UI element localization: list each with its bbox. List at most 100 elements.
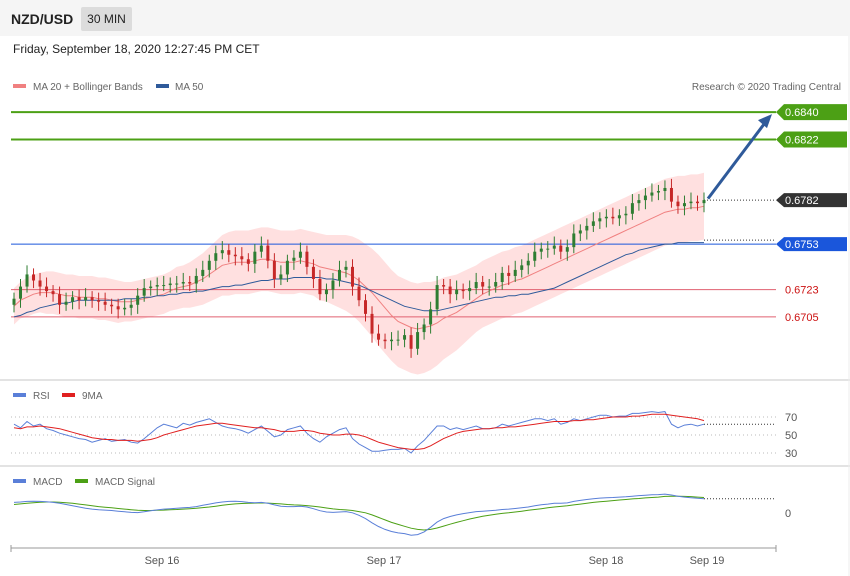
rsi-legend-swatch	[13, 393, 26, 397]
candle-body	[285, 260, 289, 275]
candle-body	[103, 301, 107, 305]
support-price-label: 0.6723	[785, 285, 819, 297]
candle-body	[468, 288, 472, 292]
chart-datetime: Friday, September 18, 2020 12:27:45 PM C…	[13, 42, 260, 56]
pivot-price-label: 0.6753	[785, 239, 819, 251]
candle-body	[38, 280, 42, 287]
candle-body	[64, 301, 68, 305]
ma20-legend-swatch	[13, 84, 26, 88]
ma20-legend-label: MA 20 + Bollinger Bands	[33, 82, 143, 93]
candle-body	[448, 286, 452, 295]
pivot-price-tag	[776, 237, 847, 252]
time-axis-label: Sep 17	[367, 555, 402, 567]
candle-body	[162, 285, 166, 287]
ma50-legend-label: MA 50	[175, 82, 204, 93]
macd-signal-legend-swatch	[75, 479, 88, 483]
candle-body	[513, 269, 517, 276]
candle-body	[370, 313, 374, 334]
candle-body	[663, 187, 667, 192]
candle-body	[572, 233, 576, 248]
rsi-legend-label: RSI	[33, 391, 50, 402]
chart-header: NZD/USD 30 MIN	[0, 0, 850, 36]
candle-body	[669, 187, 673, 202]
projection-arrow-head	[758, 114, 772, 129]
candle-body	[533, 251, 537, 261]
candle-body	[259, 245, 263, 252]
candle-body	[51, 291, 55, 295]
support-price-label: 0.6705	[785, 312, 819, 324]
candle-body	[650, 192, 654, 196]
candle-body	[682, 203, 686, 207]
macd-panel: 0	[13, 493, 791, 536]
candle-body	[324, 289, 328, 295]
candle-body	[604, 216, 608, 219]
candle-body	[539, 248, 543, 252]
candle-body	[637, 200, 641, 204]
candle-body	[240, 256, 244, 260]
candle-body	[429, 309, 433, 325]
rsi-level-label: 50	[785, 430, 797, 442]
candle-body	[305, 251, 309, 267]
candle-body	[507, 272, 511, 276]
candle-body	[591, 221, 595, 226]
candle-body	[337, 269, 341, 281]
candle-body	[175, 283, 179, 285]
candle-body	[220, 250, 224, 254]
candle-body	[377, 333, 381, 340]
panel-frames	[0, 36, 850, 576]
candle-body	[357, 286, 361, 301]
candle-body	[292, 257, 296, 261]
macd-line	[13, 493, 705, 536]
candle-body	[97, 300, 101, 302]
candle-body	[364, 300, 368, 314]
candle-body	[32, 274, 36, 281]
candle-body	[227, 250, 231, 255]
candle-body	[565, 247, 569, 252]
current-price-label: 0.6782	[785, 195, 819, 207]
candle-body	[624, 213, 628, 216]
candle-body	[676, 201, 680, 207]
candle-body	[617, 215, 621, 219]
candle-body	[90, 297, 94, 301]
resistance-price-tag	[776, 131, 847, 148]
candle-body	[487, 286, 491, 288]
time-axis-label: Sep 18	[589, 555, 624, 567]
candle-body	[350, 266, 354, 287]
candle-body	[110, 304, 114, 307]
rsi-ma-legend-swatch	[62, 393, 75, 397]
resistance-price-label: 0.6822	[785, 134, 819, 146]
timeframe-badge[interactable]: 30 MIN	[81, 7, 132, 31]
time-axis-label: Sep 19	[690, 555, 725, 567]
candle-body	[25, 274, 29, 287]
candle-body	[194, 275, 198, 284]
candle-body	[403, 335, 407, 340]
macd-zero-label: 0	[785, 508, 791, 520]
candle-body	[77, 297, 81, 301]
price-panel: 0.6840 0.6822 0.6782 0.6753 0.6723 0.6705	[11, 104, 847, 375]
candle-body	[526, 260, 530, 266]
candle-body	[598, 218, 602, 222]
rsi-ma-legend-label: 9MA	[82, 391, 103, 402]
candle-body	[129, 304, 133, 308]
candle-body	[188, 282, 192, 284]
candle-body	[207, 260, 211, 270]
rsi-line	[13, 411, 705, 454]
candle-body	[409, 335, 413, 349]
candle-body	[45, 286, 49, 292]
candle-body	[279, 274, 283, 279]
candle-body	[689, 201, 693, 204]
candle-body	[552, 245, 556, 249]
candle-body	[396, 339, 400, 341]
candle-body	[455, 289, 459, 295]
candle-body	[266, 245, 270, 261]
time-axis: Sep 16 Sep 17 Sep 18 Sep 19	[10, 545, 777, 567]
candle-body	[435, 285, 439, 310]
candle-body	[71, 297, 75, 302]
candle-body	[149, 286, 153, 289]
resistance-price-label: 0.6840	[785, 107, 819, 119]
candle-body	[383, 339, 387, 342]
macd-legend-swatch	[13, 479, 26, 483]
rsi-panel: 70 50 30	[11, 411, 797, 460]
candle-body	[611, 216, 615, 219]
